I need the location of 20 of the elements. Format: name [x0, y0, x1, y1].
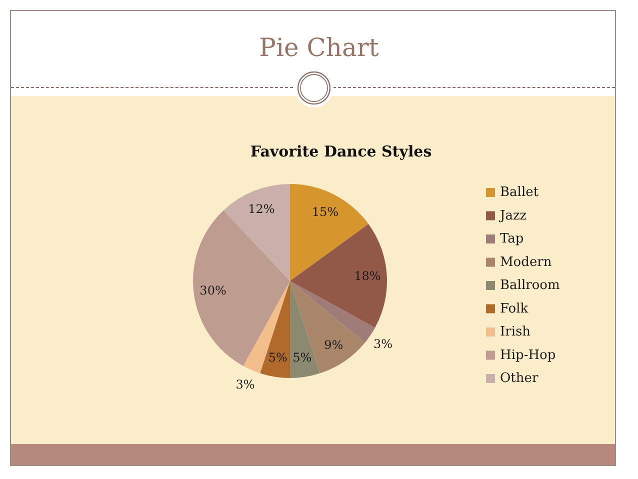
data-label: 5%: [268, 350, 288, 365]
data-label: 12%: [248, 202, 275, 216]
legend-label: Irish: [500, 324, 532, 340]
legend-label: Hip-Hop: [500, 348, 556, 363]
data-label: 5%: [292, 350, 312, 365]
legend-label: Other: [500, 371, 539, 386]
legend-label: Modern: [500, 254, 552, 270]
chart-title: Pie Chart: [259, 33, 379, 62]
data-label: 15%: [312, 204, 339, 219]
chart-subtitle: Favorite Dance Styles: [250, 142, 432, 160]
legend-label: Ballroom: [500, 278, 560, 293]
data-label: 18%: [354, 269, 381, 284]
data-label: 30%: [200, 284, 226, 298]
legend-label: Tap: [500, 232, 524, 246]
data-label: 3%: [374, 337, 393, 352]
legend-label: Jazz: [498, 208, 527, 224]
legend-label: Ballet: [500, 185, 540, 200]
data-label: 9%: [324, 338, 344, 352]
legend-label: Folk: [500, 301, 528, 316]
data-label: 3%: [236, 377, 255, 392]
